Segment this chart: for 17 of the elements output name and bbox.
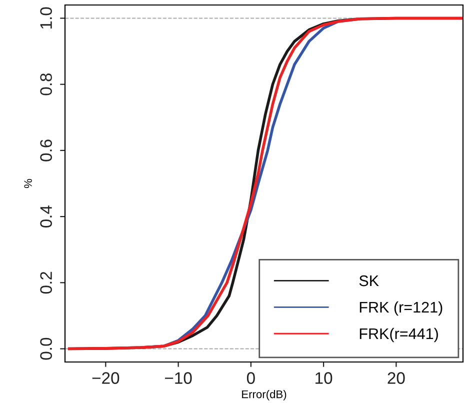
y-tick-label: 0.0 bbox=[40, 338, 52, 360]
y-tick-label: 0.2 bbox=[40, 272, 52, 294]
legend-label: SK bbox=[359, 275, 379, 286]
y-tick-label: 0.6 bbox=[40, 140, 52, 162]
legend-label: FRK (r=121) bbox=[360, 301, 442, 316]
y-tick-label: 0.8 bbox=[40, 73, 52, 96]
x-tick-label: 10 bbox=[316, 372, 332, 384]
x-tick-label: 0 bbox=[246, 372, 255, 384]
x-tick-label: −10 bbox=[164, 372, 192, 384]
x-tick-label: −20 bbox=[92, 372, 120, 384]
x-axis-title: Error(dB) bbox=[242, 390, 286, 400]
line-series bbox=[68, 16, 463, 350]
legend-label: FRK(r=441) bbox=[360, 328, 438, 342]
y-axis-title: % bbox=[24, 178, 32, 188]
y-tick-label: 1.0 bbox=[40, 7, 52, 29]
x-tick-label: 20 bbox=[388, 372, 405, 384]
y-tick-label: 0.4 bbox=[40, 205, 52, 228]
